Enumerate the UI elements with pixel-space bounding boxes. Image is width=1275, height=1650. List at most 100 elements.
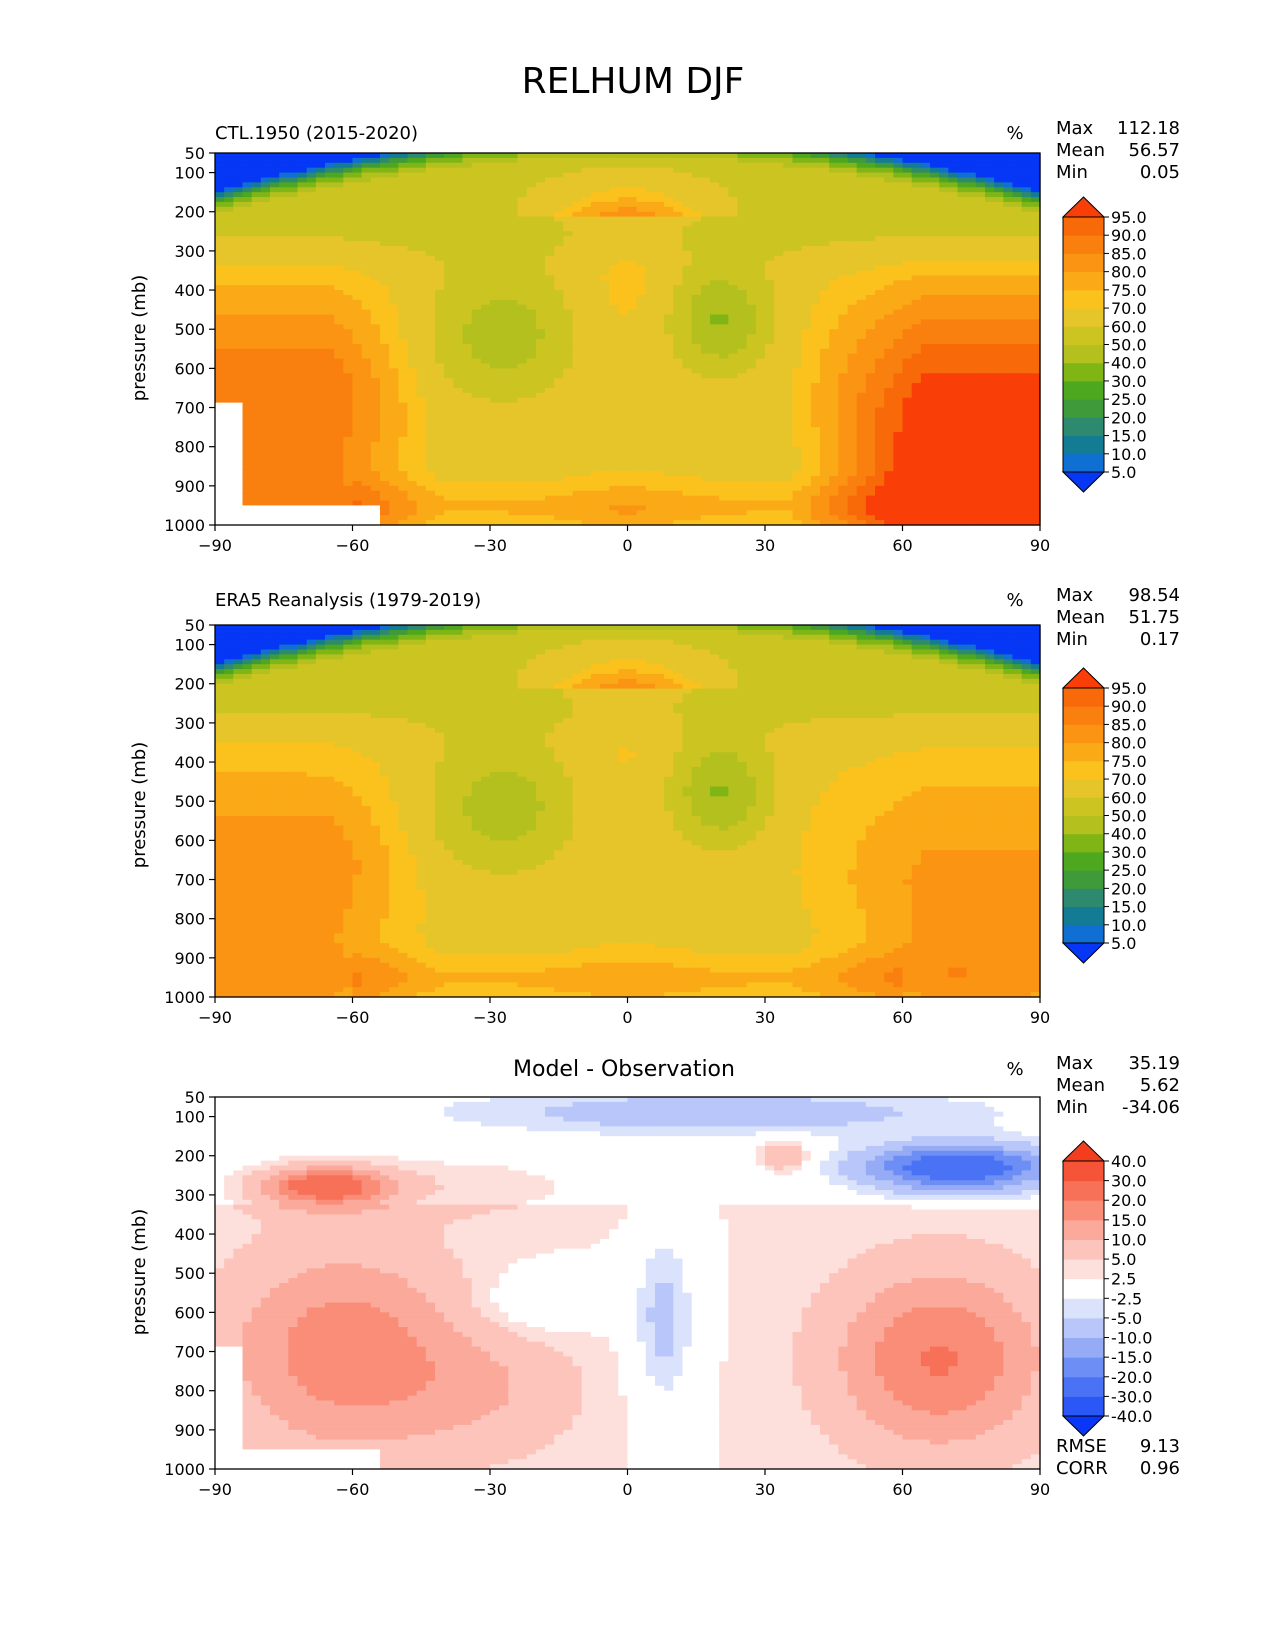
- contour-cell: [903, 305, 913, 310]
- contour-cell: [692, 300, 702, 305]
- contour-cell: [536, 319, 546, 324]
- contour-cell: [518, 212, 528, 217]
- contour-cell: [912, 207, 922, 212]
- contour-cell: [756, 197, 766, 202]
- contour-cell: [701, 158, 711, 163]
- contour-cell: [747, 275, 757, 280]
- contour-cell: [573, 177, 583, 182]
- contour-cell: [609, 256, 619, 261]
- contour-cell: [233, 300, 243, 305]
- contour-cell: [325, 319, 335, 324]
- contour-cell: [884, 270, 894, 275]
- contour-cell: [334, 163, 344, 168]
- contour-cell: [270, 197, 280, 202]
- contour-cell: [380, 270, 390, 275]
- contour-cell: [408, 187, 418, 192]
- contour-cell: [307, 222, 317, 227]
- contour-cell: [554, 295, 564, 300]
- contour-cell: [298, 212, 308, 217]
- contour-cell: [637, 285, 647, 290]
- contour-cell: [958, 290, 968, 295]
- contour-cell: [994, 187, 1004, 192]
- contour-cell: [765, 270, 775, 275]
- contour-cell: [692, 256, 702, 261]
- contour-cell: [609, 285, 619, 290]
- contour-cell: [270, 236, 280, 241]
- contour-cell: [958, 300, 968, 305]
- contour-field: [215, 153, 1041, 526]
- contour-cell: [444, 173, 454, 178]
- contour-cell: [618, 177, 628, 182]
- contour-cell: [912, 246, 922, 251]
- contour-cell: [875, 192, 885, 197]
- contour-cell: [463, 231, 473, 236]
- contour-cell: [673, 256, 683, 261]
- contour-cell: [609, 266, 619, 271]
- contour-cell: [967, 212, 977, 217]
- contour-cell: [444, 300, 454, 305]
- contour-cell: [857, 280, 867, 285]
- contour-cell: [545, 280, 555, 285]
- contour-cell: [600, 182, 610, 187]
- contour-cell: [673, 226, 683, 231]
- contour-cell: [545, 270, 555, 275]
- contour-cell: [728, 275, 738, 280]
- contour-cell: [252, 177, 262, 182]
- contour-cell: [976, 305, 986, 310]
- contour-cell: [573, 173, 583, 178]
- contour-cell: [701, 212, 711, 217]
- contour-cell: [536, 187, 546, 192]
- contour-cell: [362, 275, 372, 280]
- contour-cell: [435, 305, 445, 310]
- contour-cell: [967, 202, 977, 207]
- contour-cell: [976, 246, 986, 251]
- contour-cell: [252, 236, 262, 241]
- stat-mean-value: 56.57: [1128, 140, 1180, 161]
- contour-cell: [600, 319, 610, 324]
- contour-cell: [747, 251, 757, 256]
- contour-cell: [857, 266, 867, 271]
- contour-cell: [802, 236, 812, 241]
- contour-cell: [582, 285, 592, 290]
- contour-cell: [719, 212, 729, 217]
- contour-cell: [463, 305, 473, 310]
- contour-cell: [426, 266, 436, 271]
- contour-cell: [353, 315, 363, 320]
- contour-cell: [976, 212, 986, 217]
- contour-cell: [628, 158, 638, 163]
- contour-cell: [573, 266, 583, 271]
- contour-cell: [710, 202, 720, 207]
- contour-cell: [664, 295, 674, 300]
- contour-cell: [527, 202, 537, 207]
- contour-cell: [893, 270, 903, 275]
- contour-cell: [939, 212, 949, 217]
- contour-cell: [692, 285, 702, 290]
- contour-cell: [921, 266, 931, 271]
- contour-cell: [609, 246, 619, 251]
- contour-cell: [573, 305, 583, 310]
- contour-cell: [371, 246, 381, 251]
- contour-cell: [444, 212, 454, 217]
- contour-cell: [316, 246, 326, 251]
- contour-cell: [233, 246, 243, 251]
- contour-cell: [215, 173, 225, 178]
- contour-cell: [573, 275, 583, 280]
- contour-cell: [417, 300, 427, 305]
- contour-cell: [298, 158, 308, 163]
- contour-cell: [536, 222, 546, 227]
- contour-cell: [334, 177, 344, 182]
- contour-cell: [389, 270, 399, 275]
- contour-cell: [1003, 285, 1013, 290]
- contour-cell: [563, 261, 573, 266]
- contour-cell: [508, 187, 518, 192]
- contour-cell: [692, 236, 702, 241]
- contour-cell: [912, 153, 922, 158]
- contour-cell: [353, 295, 363, 300]
- contour-cell: [371, 182, 381, 187]
- contour-cell: [783, 266, 793, 271]
- contour-cell: [683, 270, 693, 275]
- contour-cell: [921, 226, 931, 231]
- contour-cell: [820, 226, 830, 231]
- contour-cell: [508, 290, 518, 295]
- contour-cell: [591, 217, 601, 222]
